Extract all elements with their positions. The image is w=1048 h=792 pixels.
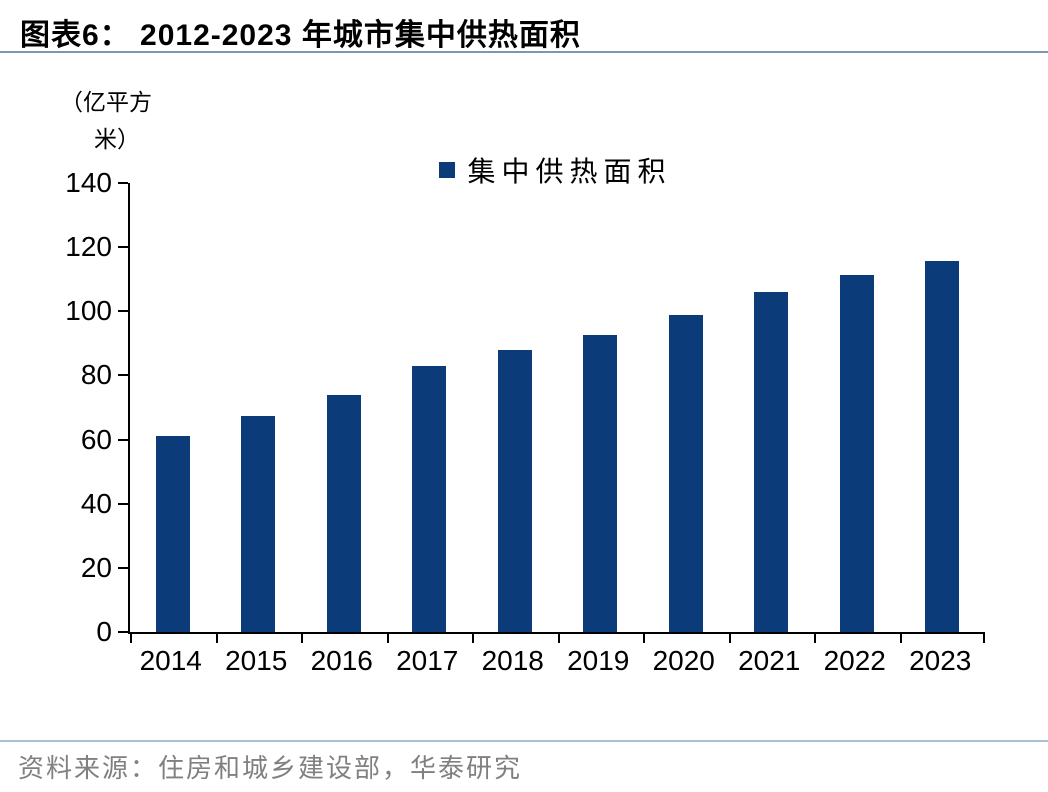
bar-2022 xyxy=(839,275,874,632)
bar-2019 xyxy=(583,335,618,632)
y-axis-unit-label: （亿平方 米） xyxy=(60,84,152,158)
x-tick-mark-0 xyxy=(130,634,132,643)
x-tick-mark-5 xyxy=(557,634,560,643)
x-tick-mark-7 xyxy=(728,634,731,643)
y-tick-mark-60 xyxy=(118,438,128,441)
bar-2020 xyxy=(668,315,703,632)
y-tick-label-80: 80 xyxy=(80,359,112,391)
x-tick-label-2014: 2014 xyxy=(139,645,202,676)
x-tick-mark-8 xyxy=(814,634,816,643)
x-tick-label-2023: 2023 xyxy=(909,645,972,676)
legend: 集中供热面积 xyxy=(128,150,983,190)
y-tick-label-100: 100 xyxy=(65,295,112,327)
bar-2015 xyxy=(241,416,276,632)
y-tick-mark-100 xyxy=(118,310,128,313)
bar-2016 xyxy=(326,395,361,632)
footer-rule xyxy=(0,740,1048,742)
x-tick-label-2016: 2016 xyxy=(310,645,373,676)
y-axis-tick-labels: 0 20 40 60 80 100 120 140 xyxy=(0,168,112,647)
bar-2018 xyxy=(497,350,532,632)
x-tick-label-2019: 2019 xyxy=(567,645,630,676)
y-tick-label-140: 140 xyxy=(65,167,112,198)
y-tick-label-0: 0 xyxy=(96,616,112,647)
bar-2017 xyxy=(412,365,447,632)
y-tick-label-20: 20 xyxy=(80,551,112,583)
y-tick-mark-20 xyxy=(118,566,128,569)
y-tick-mark-0 xyxy=(118,631,128,633)
x-tick-mark-4 xyxy=(472,634,474,643)
x-tick-mark-1 xyxy=(215,634,218,643)
y-tick-label-120: 120 xyxy=(65,231,112,263)
x-tick-mark-10 xyxy=(983,634,985,643)
plot-area xyxy=(118,182,985,643)
legend-swatch-icon xyxy=(439,162,456,178)
x-tick-label-2020: 2020 xyxy=(652,645,715,676)
y-tick-label-60: 60 xyxy=(80,423,112,455)
bar-2014 xyxy=(155,436,190,632)
x-tick-mark-3 xyxy=(386,634,389,643)
source-text: 资料来源：住房和城乡建设部，华泰研究 xyxy=(18,753,523,783)
y-tick-mark-80 xyxy=(118,374,128,377)
y-axis-unit-line1: （亿平方 xyxy=(60,89,152,115)
y-tick-mark-140 xyxy=(118,182,128,184)
y-axis-unit-line2: 米） xyxy=(94,126,140,152)
x-tick-label-2022: 2022 xyxy=(823,645,886,676)
bar-2023 xyxy=(925,261,960,632)
page-title: 图表6： 2012-2023 年城市集中供热面积 xyxy=(20,19,581,52)
legend-label: 集中供热面积 xyxy=(467,156,672,187)
x-tick-label-2017: 2017 xyxy=(396,645,459,676)
x-tick-label-2018: 2018 xyxy=(481,645,544,676)
x-tick-mark-2 xyxy=(301,634,303,643)
y-tick-label-40: 40 xyxy=(80,487,112,519)
title-rule xyxy=(0,51,1048,53)
x-axis-tick-labels: 2014 2015 2016 2017 2018 2019 2020 2021 2022 2023 xyxy=(128,645,983,679)
x-tick-label-2021: 2021 xyxy=(738,645,801,676)
x-tick-mark-6 xyxy=(643,634,645,643)
y-tick-mark-120 xyxy=(118,246,128,249)
bar-2021 xyxy=(754,292,789,632)
x-tick-label-2015: 2015 xyxy=(225,645,288,676)
y-tick-mark-40 xyxy=(118,502,128,505)
x-tick-mark-9 xyxy=(899,634,902,643)
